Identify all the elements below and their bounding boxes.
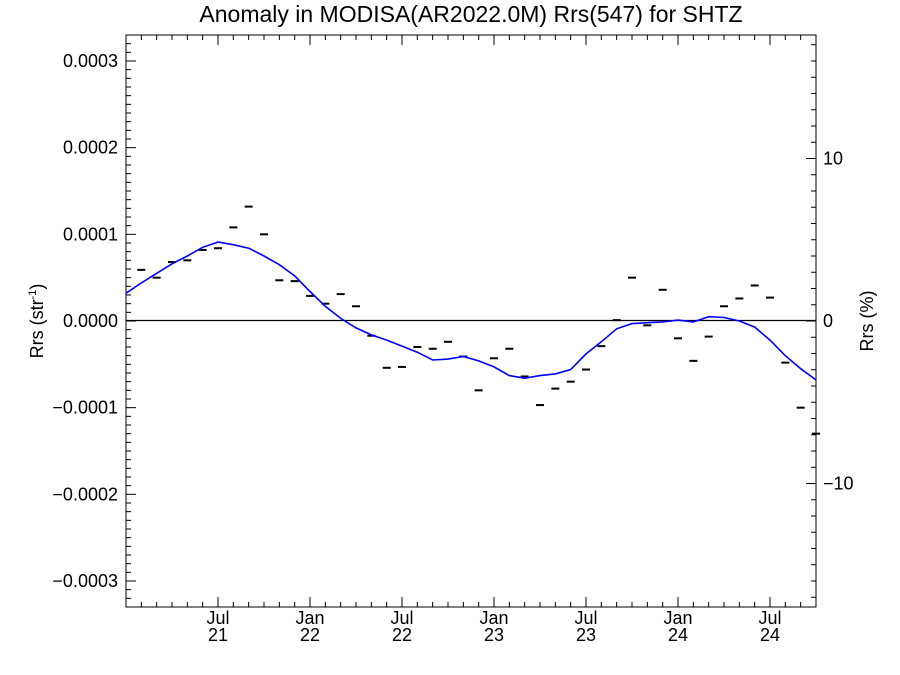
x-tick-year: 22: [392, 625, 412, 645]
x-tick-month: Jul: [574, 608, 597, 628]
x-tick-year: 24: [760, 625, 780, 645]
x-tick-year: 21: [208, 625, 228, 645]
x-tick-month: Jul: [390, 608, 413, 628]
left-tick-label: 0.0002: [63, 138, 118, 158]
left-axis-ticks: 0.0003 0.0002 0.0001 0.0000 −0.0001 −0.0002 −0…: [52, 51, 136, 591]
left-tick-label: 0.0001: [63, 224, 118, 244]
left-tick-label: −0.0003: [52, 571, 118, 591]
plot-area: 0.0003 0.0002 0.0001 0.0000 −0.0001 −0.0002 −0…: [52, 34, 854, 645]
left-axis-label: Rrs (str-1): [27, 284, 47, 359]
left-tick-label: −0.0001: [52, 398, 118, 418]
x-tick-year: 22: [300, 625, 320, 645]
left-tick-label: 0.0000: [63, 311, 118, 331]
x-tick-month: Jan: [663, 608, 692, 628]
right-axis-ticks: 10 0 −10: [806, 149, 854, 494]
left-tick-label: −0.0002: [52, 484, 118, 504]
right-tick-label: −10: [823, 474, 854, 494]
x-tick-year: 24: [668, 625, 688, 645]
x-tick-month: Jul: [206, 608, 229, 628]
x-tick-year: 23: [576, 625, 596, 645]
right-axis-label: Rrs (%): [857, 291, 877, 352]
right-tick-label: 0: [823, 311, 833, 331]
smoothed-anomaly-line: [125, 241, 817, 381]
x-tick-year: 23: [484, 625, 504, 645]
x-tick-month: Jan: [295, 608, 324, 628]
left-tick-label: 0.0003: [63, 51, 118, 71]
x-tick-month: Jul: [758, 608, 781, 628]
chart-title: Anomaly in MODISA(AR2022.0M) Rrs(547) fo…: [199, 1, 742, 27]
x-tick-month: Jan: [479, 608, 508, 628]
right-tick-label: 10: [823, 149, 843, 169]
